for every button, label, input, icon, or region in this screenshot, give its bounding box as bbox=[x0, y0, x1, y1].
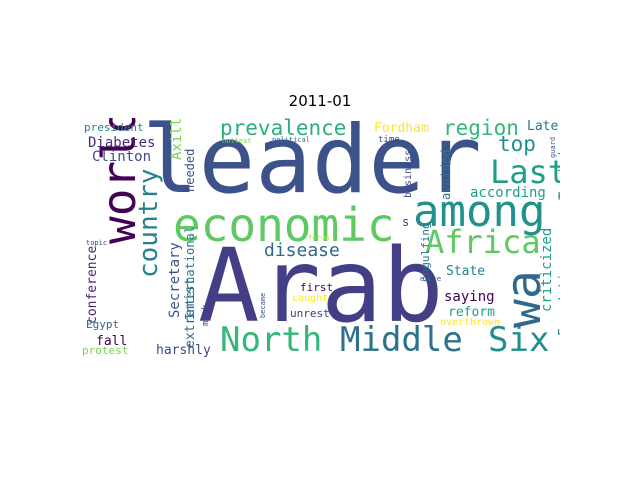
word-harshly: harshly bbox=[156, 343, 211, 358]
word-disease: disease bbox=[264, 240, 340, 261]
word-foundation: Foundation bbox=[557, 257, 560, 336]
word-time: time bbox=[378, 135, 400, 145]
word-arab: Arab bbox=[198, 227, 444, 346]
word-cloud: leader Arab among economic world North Middle S… bbox=[80, 118, 560, 358]
word-overthrown: overthrown bbox=[440, 317, 501, 328]
word-s: s bbox=[402, 215, 410, 229]
word-avoided: avoided bbox=[439, 149, 453, 200]
word-guard: guard bbox=[549, 136, 557, 158]
word-tunisia: Tunisia bbox=[557, 140, 560, 200]
word-business: business bbox=[403, 149, 414, 198]
word-egypt: Egypt bbox=[86, 318, 120, 331]
word-fordham: Fordham bbox=[374, 121, 429, 136]
word-criticized: criticized bbox=[539, 227, 555, 312]
word-prevalence: prevalence bbox=[220, 118, 347, 140]
word-north: North bbox=[220, 320, 323, 358]
word-reform: reform bbox=[448, 305, 495, 320]
word-hottest: hottest bbox=[222, 137, 252, 145]
word-later: Later bbox=[527, 119, 560, 134]
word-needed: needed bbox=[183, 148, 197, 192]
chart-title: 2011-01 bbox=[288, 92, 352, 110]
word-saying: saying bbox=[444, 289, 495, 305]
word-according: according bbox=[470, 185, 546, 201]
word-diabetes: Diabetes bbox=[88, 135, 156, 151]
word-fall: fall bbox=[96, 334, 128, 349]
word-last: Last bbox=[490, 153, 560, 191]
word-elite: elite bbox=[420, 275, 442, 283]
word-region: region bbox=[443, 118, 519, 140]
word-protest: protest bbox=[82, 344, 129, 357]
word-extremist: extremist bbox=[183, 277, 198, 348]
word-became: became bbox=[259, 292, 267, 318]
word-top: top bbox=[498, 132, 536, 156]
word-secretary: Secretary bbox=[167, 242, 183, 318]
word-topic: topic bbox=[86, 239, 108, 247]
word-leader: leader bbox=[142, 118, 482, 215]
word-conference: conference bbox=[85, 245, 100, 324]
word-political: political bbox=[272, 136, 310, 144]
word-engulfing: engulfing bbox=[419, 222, 432, 282]
word-africa: Africa bbox=[425, 223, 541, 261]
word-economic: economic bbox=[173, 198, 395, 252]
word-six: Six bbox=[488, 320, 550, 358]
word-axillary: Axillary bbox=[169, 118, 185, 160]
word-president: president bbox=[84, 121, 144, 134]
word-caught: caught bbox=[292, 293, 329, 304]
word-middle: Middle bbox=[340, 320, 463, 358]
word-forum: forum bbox=[308, 234, 330, 242]
word-clinton: Clinton bbox=[92, 149, 152, 165]
word-among: among bbox=[413, 186, 546, 237]
word-state: State bbox=[446, 264, 486, 279]
word-country: country bbox=[134, 168, 164, 278]
word-mark: mark bbox=[201, 304, 211, 326]
word-first: first bbox=[300, 281, 334, 294]
word-unrest: unrest bbox=[290, 307, 330, 320]
